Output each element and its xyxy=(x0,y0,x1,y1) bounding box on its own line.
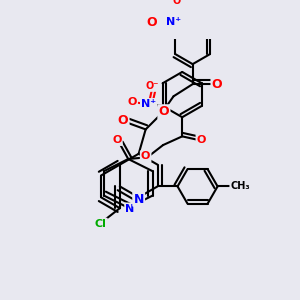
Text: O: O xyxy=(118,114,128,127)
Text: O: O xyxy=(197,135,206,145)
Text: N⁺: N⁺ xyxy=(166,17,181,27)
Text: O: O xyxy=(112,135,122,145)
Text: O⁻: O⁻ xyxy=(146,81,159,91)
Text: N⁺: N⁺ xyxy=(141,99,156,109)
Text: O: O xyxy=(128,98,137,107)
Text: O: O xyxy=(146,16,157,29)
Text: O: O xyxy=(212,78,222,91)
Text: Cl: Cl xyxy=(95,219,106,229)
Text: O⁻: O⁻ xyxy=(172,0,185,6)
Text: N: N xyxy=(134,193,144,206)
Text: O: O xyxy=(141,152,150,161)
Text: N: N xyxy=(125,204,135,214)
Text: CH₃: CH₃ xyxy=(230,182,250,191)
Text: O: O xyxy=(159,106,169,118)
